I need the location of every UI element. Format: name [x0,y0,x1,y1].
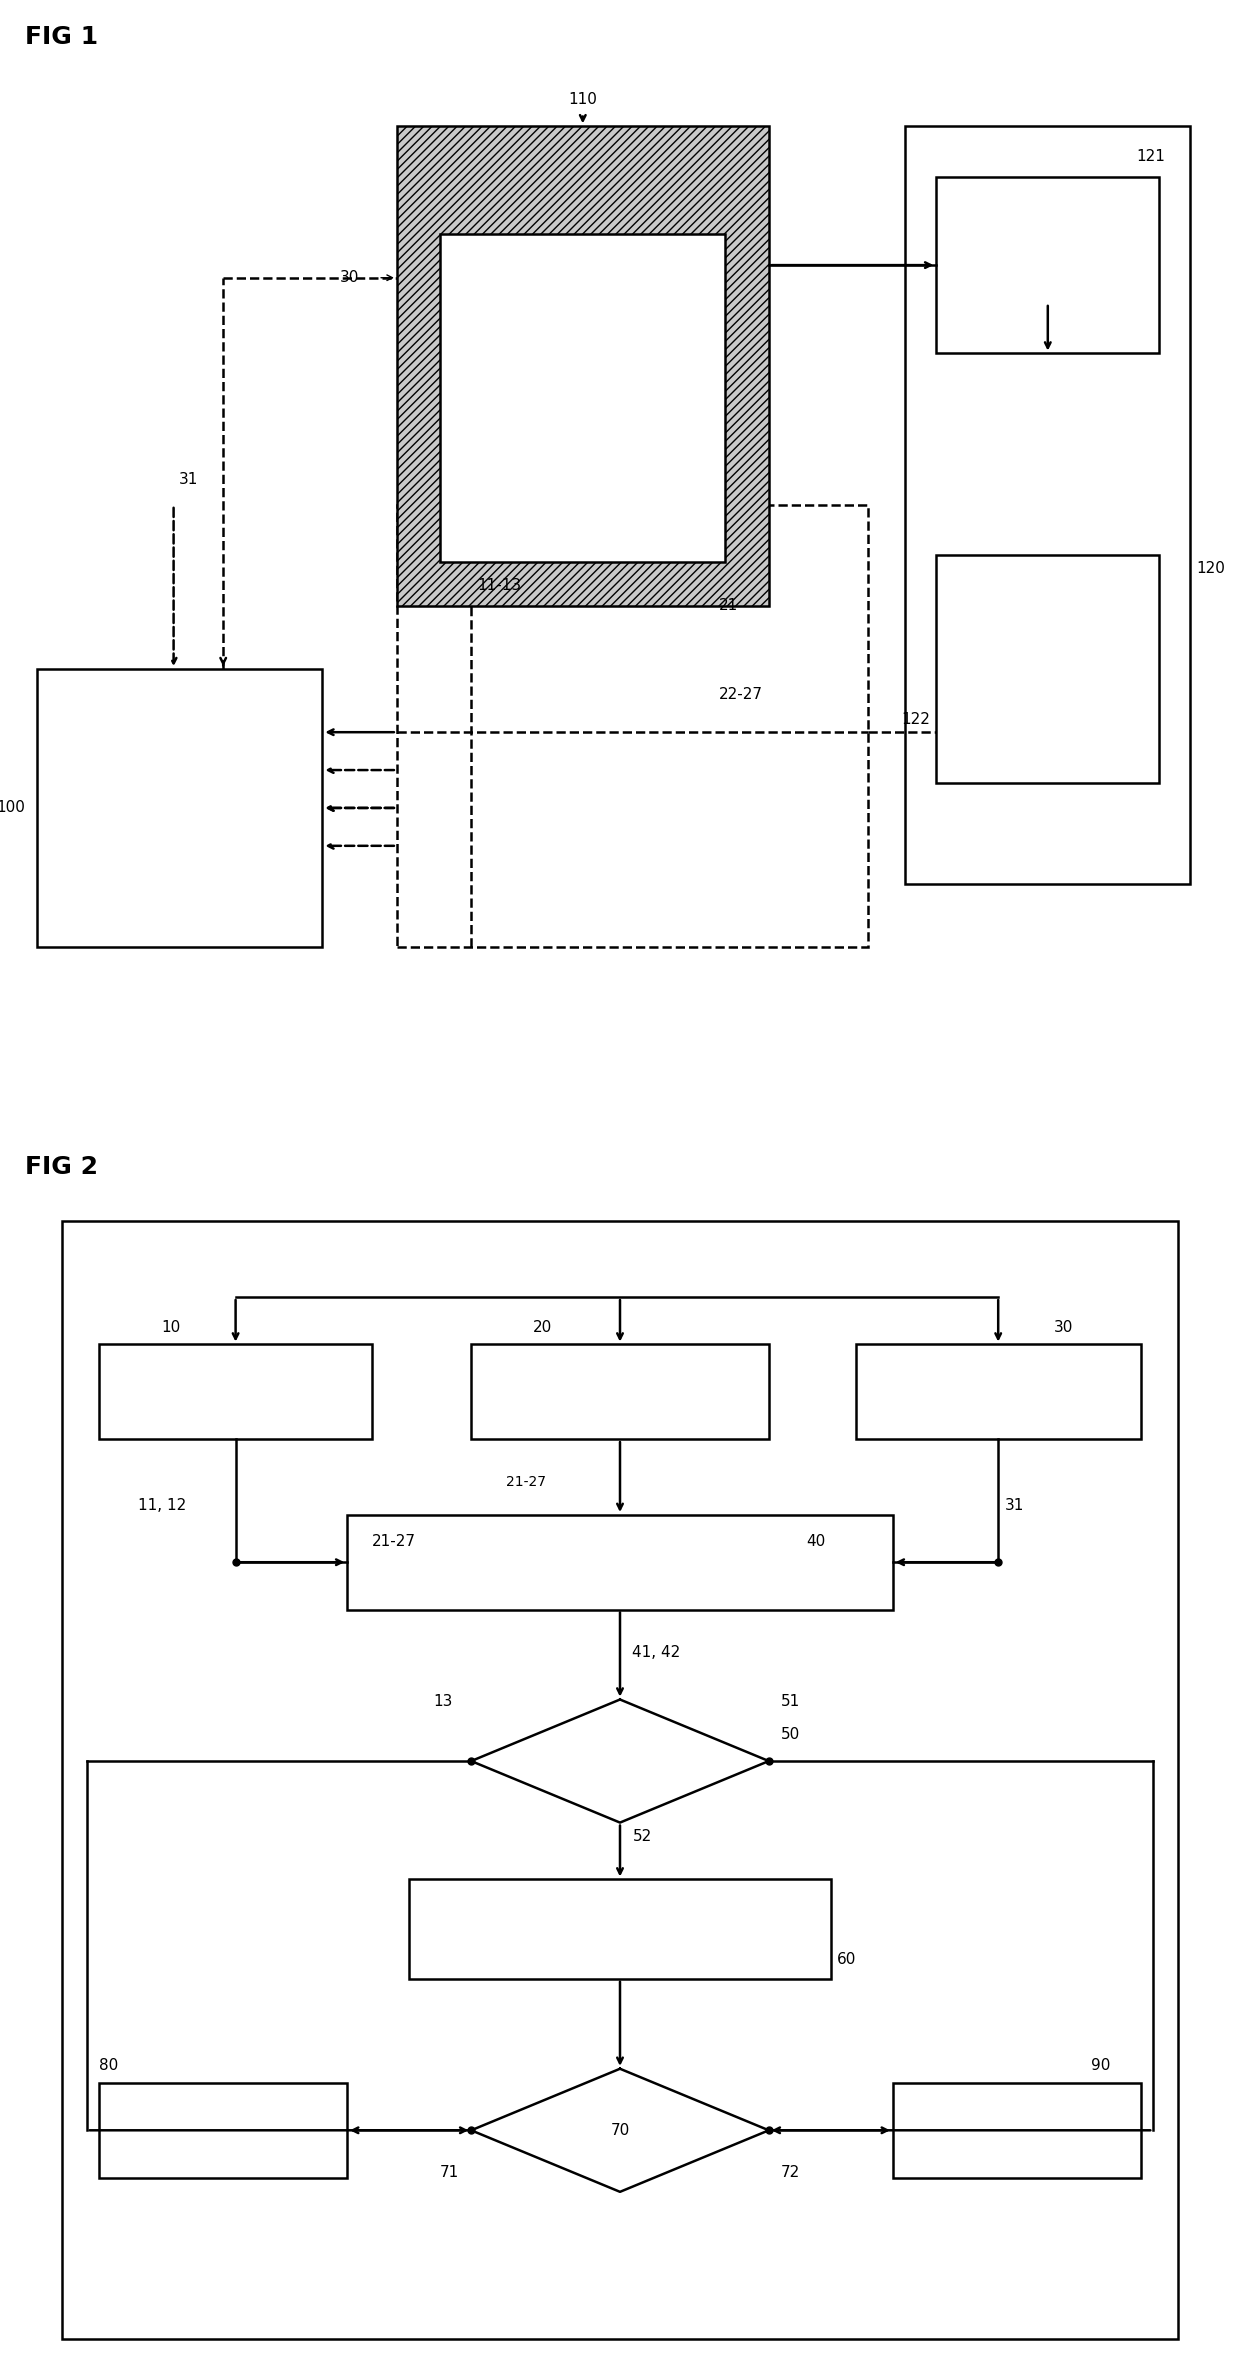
Text: 10: 10 [161,1321,181,1335]
Text: 21-27: 21-27 [372,1534,415,1548]
Bar [397,504,868,947]
Text: 31: 31 [179,471,198,488]
Text: 51: 51 [781,1695,801,1709]
Text: 80: 80 [99,2059,119,2073]
Text: 21: 21 [719,599,739,613]
Text: 121: 121 [1137,149,1166,163]
Text: 100: 100 [0,800,25,817]
Bar [347,1515,893,1610]
Bar [99,1344,372,1439]
Text: 40: 40 [806,1534,826,1548]
Text: 11, 12: 11, 12 [138,1498,186,1513]
Bar [936,178,1159,353]
Bar [856,1344,1141,1439]
Bar [471,1344,769,1439]
Text: 30: 30 [1054,1321,1074,1335]
Text: FIG 1: FIG 1 [25,26,98,50]
Bar [397,125,769,606]
Bar [936,556,1159,783]
Text: 30: 30 [340,270,360,286]
Text: 52: 52 [632,1830,652,1844]
Text: 90: 90 [1091,2059,1111,2073]
Text: 11-13: 11-13 [477,578,522,594]
Text: 72: 72 [781,2166,801,2180]
Bar [99,2083,347,2178]
Polygon shape [471,2069,769,2192]
Text: 71: 71 [439,2166,459,2180]
Bar [37,670,322,947]
Text: 20: 20 [533,1321,553,1335]
Text: 22-27: 22-27 [719,686,763,703]
Polygon shape [471,1700,769,1823]
Text: 41, 42: 41, 42 [632,1645,681,1659]
Text: 70: 70 [610,2123,630,2137]
Text: 110: 110 [568,92,598,107]
Bar [905,125,1190,883]
Text: 50: 50 [781,1728,801,1742]
Bar [893,2083,1141,2178]
Text: 21-27: 21-27 [506,1475,546,1489]
Text: 13: 13 [433,1695,453,1709]
Text: 120: 120 [1197,561,1225,575]
Text: FIG 2: FIG 2 [25,1155,98,1179]
Bar [440,234,725,561]
Bar [409,1879,831,1979]
Text: 31: 31 [1004,1498,1024,1513]
Text: 60: 60 [837,1953,857,1967]
Text: 122: 122 [901,712,930,727]
